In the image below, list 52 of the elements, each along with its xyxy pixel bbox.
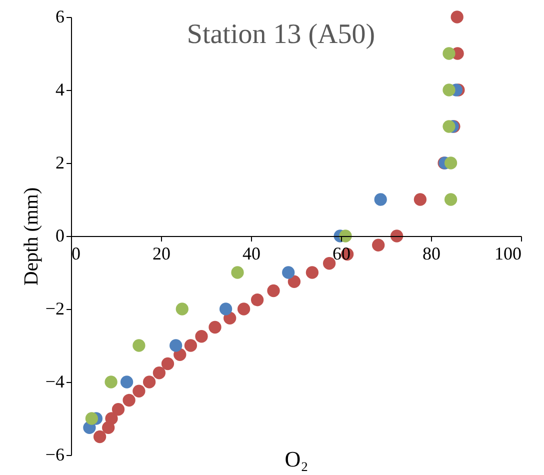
point: [152, 366, 166, 380]
y-tick-label: −2: [45, 298, 64, 318]
point: [208, 320, 222, 334]
point: [267, 284, 280, 298]
y-tick-label: 4: [56, 80, 64, 100]
chart-title: Station 13 (A50): [186, 19, 376, 50]
y-tick-label: −4: [45, 372, 64, 392]
point: [104, 376, 118, 388]
point: [132, 339, 146, 352]
point: [105, 412, 118, 425]
point: [282, 266, 295, 279]
x-tick-label: 20: [152, 244, 170, 264]
point: [250, 294, 264, 306]
point: [161, 357, 174, 370]
point: [170, 339, 182, 352]
x-tick-label: 60: [332, 244, 350, 264]
point: [142, 376, 156, 388]
point: [112, 403, 125, 416]
point: [288, 275, 301, 288]
point: [372, 238, 385, 252]
point: [374, 193, 387, 206]
y-axis-title: Depth (mm): [20, 187, 42, 286]
point: [93, 430, 106, 444]
point: [306, 266, 319, 279]
point: [195, 330, 208, 343]
x-tick-label: 80: [422, 244, 440, 264]
x-tick-label: 0: [72, 244, 80, 264]
point: [132, 384, 146, 398]
y-tick-label: 0: [56, 226, 64, 246]
point: [442, 120, 456, 133]
point: [444, 156, 458, 170]
point: [339, 230, 352, 242]
x-axis-title: O₂: [284, 446, 308, 472]
point: [442, 47, 456, 60]
point: [390, 230, 404, 242]
y-tick-label: 2: [56, 152, 64, 172]
x-tick-label: 100: [494, 244, 522, 264]
point: [231, 266, 244, 279]
y-tick-label: −6: [45, 444, 64, 464]
point: [237, 302, 250, 316]
point: [450, 10, 464, 24]
x-tick-label: 40: [242, 244, 260, 264]
point: [442, 84, 456, 96]
point: [122, 394, 136, 407]
point: [176, 302, 188, 316]
point: [219, 302, 232, 316]
point: [414, 193, 427, 206]
y-tick-label: 6: [56, 6, 64, 26]
point: [184, 339, 198, 352]
point: [85, 412, 98, 425]
point: [444, 193, 458, 206]
point: [120, 376, 134, 388]
